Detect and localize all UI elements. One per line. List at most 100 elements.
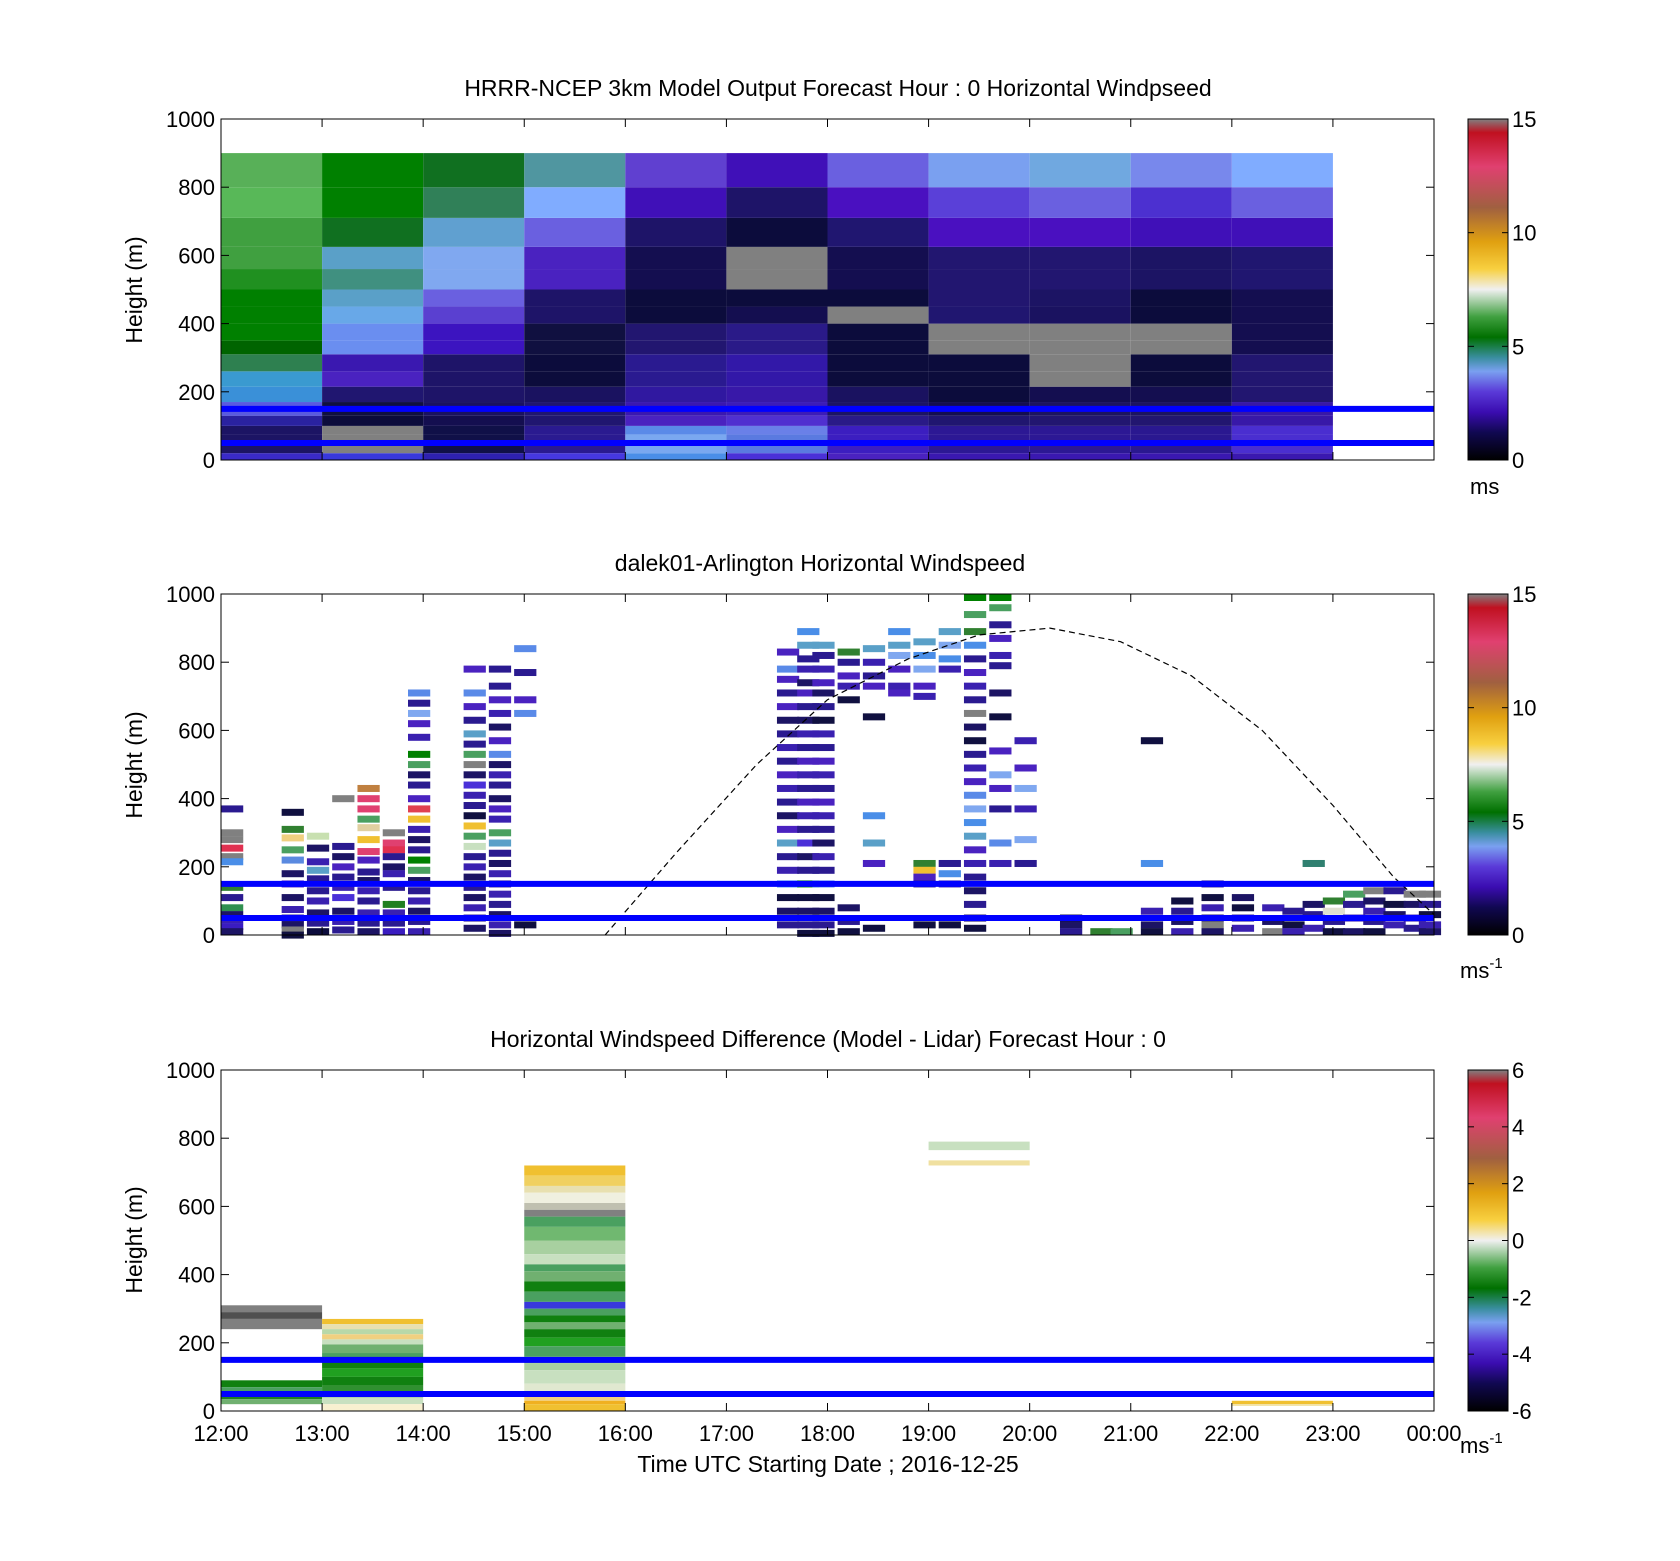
lidar-cell [837,672,860,680]
difference-cell [221,1318,323,1330]
difference-cell [524,1185,626,1193]
lidar-cell [332,863,355,871]
difference-cell [221,1387,323,1393]
heatmap-cell [423,354,525,372]
y-tick-label: 800 [178,175,215,200]
lidar-cell [463,802,486,810]
lidar-cell [357,909,380,917]
lidar-cell [382,839,405,847]
lidar-cell [463,863,486,871]
lidar-cell [1201,904,1224,912]
heatmap-cell [928,323,1030,341]
lidar-cell [1201,894,1224,902]
lidar-cell [514,669,537,677]
lidar-cell [408,709,431,717]
heatmap-cell [221,371,323,387]
heatmap-cell [928,415,1030,426]
y-tick-label: 1000 [166,582,215,607]
lidar-cell [1418,928,1442,936]
lidar-cell [776,730,800,738]
lidar-cell [1383,921,1406,929]
lidar-cell [862,713,886,721]
lidar-cell [382,846,405,854]
lidar-cell [888,682,911,690]
lidar-cell [913,859,936,867]
heatmap-cell [423,306,525,324]
heatmap-cell [1130,323,1232,341]
lidar-cell [797,929,820,937]
lidar-cell [463,904,486,912]
heatmap-cell [524,153,626,188]
lidar-cell [1282,928,1305,936]
lidar-cell [463,894,486,902]
heatmap-cell [726,371,828,387]
heatmap-cell [625,269,727,290]
lidar-cell [797,784,820,792]
heatmap-cell [827,340,929,355]
difference-cell [524,1240,626,1255]
lidar-cell [357,848,380,856]
lidar-cell [463,842,486,850]
lidar-cell [837,696,860,704]
lidar-cell [281,921,304,929]
difference-cell [322,1359,424,1369]
lidar-cell [963,778,987,786]
lidar-cell [463,740,486,748]
colorbar-ticks: 0 5 10 15 [1468,582,1536,948]
heatmap-cell [1130,354,1232,372]
lidar-cell [332,917,355,925]
lidar-cell [797,628,820,636]
heatmap-cell [726,354,828,372]
heatmap-cell [322,340,424,355]
heatmap-cell [1231,246,1333,270]
heatmap-cell [1231,425,1333,435]
heatmap-cell [1029,246,1131,270]
lidar-cell [332,907,355,915]
lidar-cell [306,909,330,917]
heatmap-cell [1029,425,1131,435]
heatmap-cell [1231,340,1333,355]
heatmap-cell [524,415,626,426]
lidar-cell [463,771,486,779]
lidar-cell [862,839,886,847]
heatmap-cell [524,306,626,324]
lidar-cell [488,709,512,717]
heatmap-cell [726,425,828,435]
lidar-cell [281,846,304,854]
lidar-cell [488,795,512,803]
heatmap-cell [625,187,727,218]
lidar-cell [862,812,886,820]
lidar-cell [1171,928,1194,936]
heatmap-cell [221,425,323,435]
difference-cell [524,1346,626,1357]
heatmap-cell [625,354,727,372]
heatmap-cell [1130,246,1232,270]
heatmap-cell [625,340,727,355]
colorbar-tick-label: -2 [1512,1285,1532,1310]
heatmap-cell [1029,386,1131,403]
lidar-cell [938,628,961,636]
lidar-cell [963,924,987,932]
heatmap-cell [726,217,828,247]
x-tick-label: 22:00 [1204,1421,1259,1446]
lidar-cell [306,928,330,936]
lidar-cell [776,784,800,792]
heatmap-cell [1130,153,1232,188]
heatmap-cell [524,340,626,355]
lidar-cell [776,689,800,697]
difference-cell [524,1216,626,1227]
lidar-cell [488,761,512,769]
lidar-cell [221,904,244,912]
heatmap-cell [423,323,525,341]
heatmap-cell [221,217,323,247]
colorbar-tick-label: 2 [1512,1172,1524,1197]
difference-cell [221,1380,323,1388]
reference-lines [221,405,1434,446]
y-axis: 0 200 400 600 800 1000 [166,1058,1434,1424]
lidar-cell [797,716,820,724]
heatmap-cell [625,246,727,270]
y-tick-label: 800 [178,650,215,675]
y-tick-label: 400 [178,1263,215,1288]
lidar-cell [913,921,936,929]
lidar-cell [938,921,961,929]
